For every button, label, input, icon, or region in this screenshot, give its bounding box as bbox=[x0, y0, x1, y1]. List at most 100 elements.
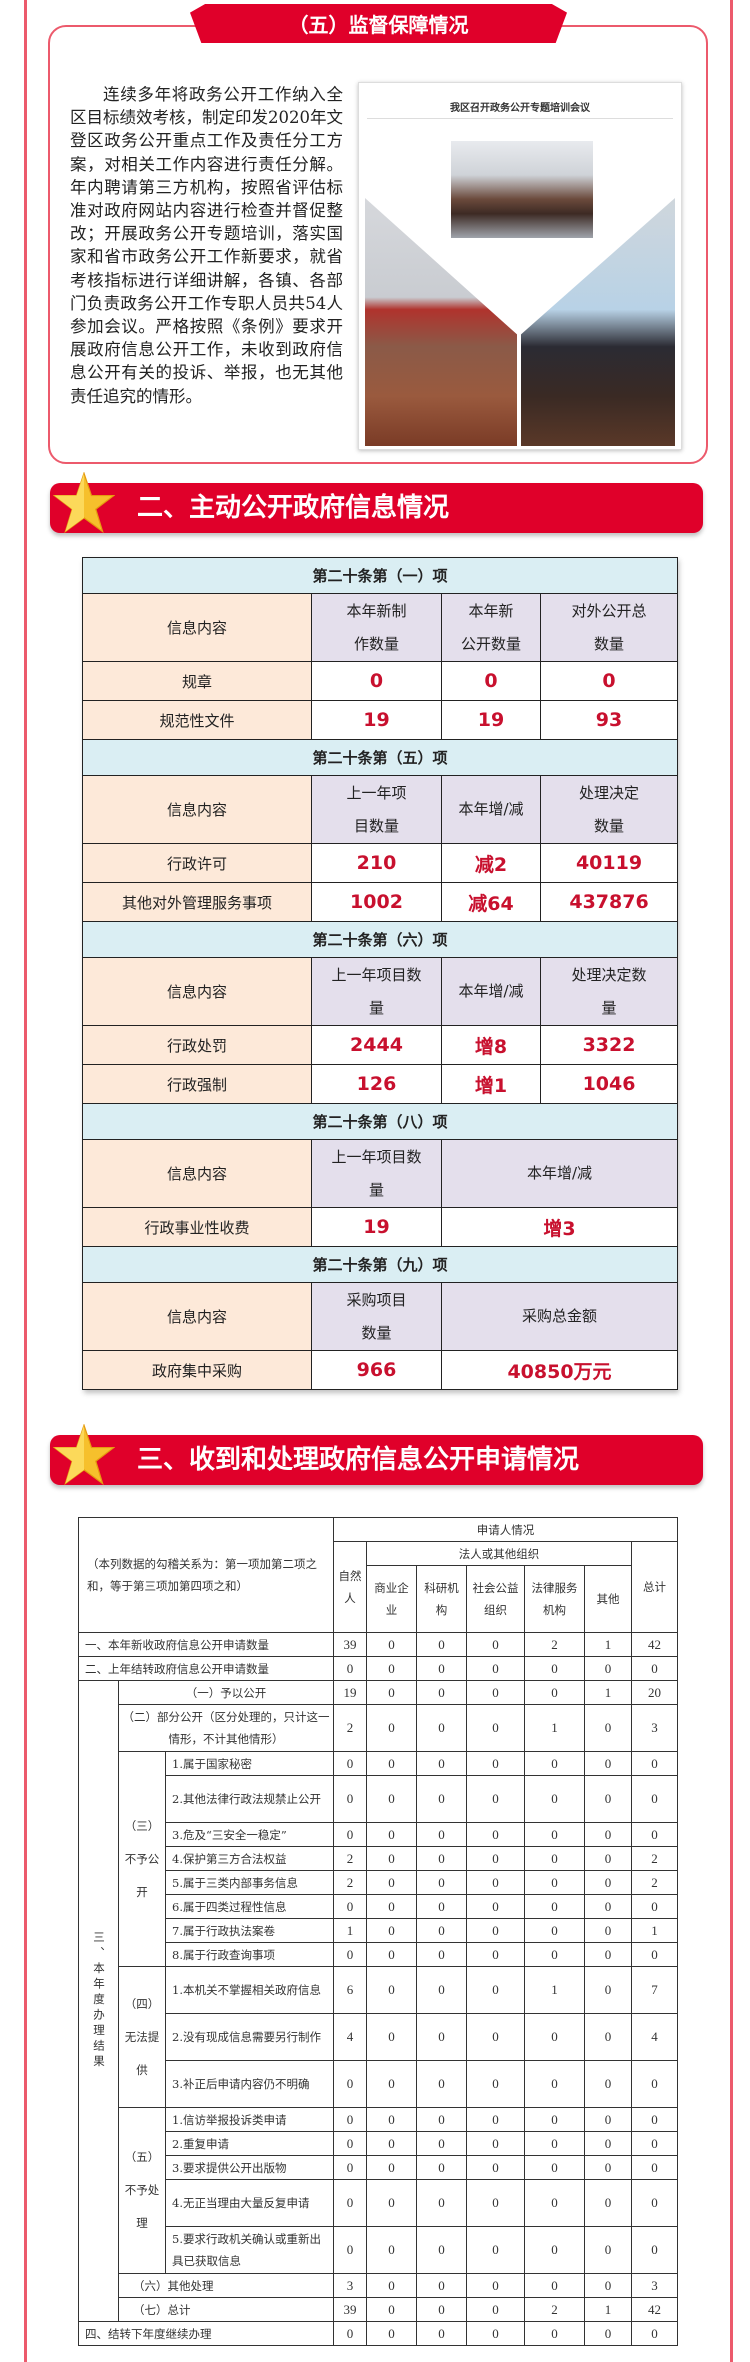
table-row: 行政强制 126 增1 1046 bbox=[82, 1064, 679, 1104]
value-cell: 0 bbox=[466, 1632, 525, 1657]
value-cell: 1 bbox=[584, 1632, 632, 1657]
value-cell: 0 bbox=[333, 1822, 367, 1847]
value-cell: 0 bbox=[630, 1822, 679, 1847]
value-cell: 0 bbox=[333, 1775, 367, 1823]
row-label: 3.补正后申请内容仍不明确 bbox=[165, 2060, 334, 2108]
value-cell: 0 bbox=[466, 2060, 525, 2108]
value-cell: 0 bbox=[466, 1846, 525, 1871]
table-section-header: 第二十条第（五）项 bbox=[81, 739, 679, 776]
value-cell: 0 bbox=[416, 1704, 467, 1752]
row-label: 1.本机关不掌握相关政府信息 bbox=[165, 1966, 334, 2014]
value-cell: 0 bbox=[584, 2226, 632, 2274]
value-cell: 0 bbox=[366, 1751, 417, 1776]
value-cell: 0 bbox=[366, 1822, 417, 1847]
value-cell: 0 bbox=[466, 1680, 525, 1705]
value-cell: 0 bbox=[416, 2013, 467, 2061]
value-cell: 0 bbox=[524, 1918, 585, 1943]
row-label: 行政强制 bbox=[82, 1064, 312, 1104]
value-cell: 0 bbox=[584, 1751, 632, 1776]
table-row: 7.属于行政执法案卷 1 0 0 0 0 0 1 bbox=[79, 1918, 679, 1943]
column-header: 上一年项目数 量 bbox=[311, 957, 442, 1026]
table-subheader-row: 信息内容 本年新制 作数量 本年新 公开数量 对外公开总 数量 bbox=[82, 593, 679, 662]
column-header: 处理决定数 量 bbox=[539, 957, 679, 1026]
value-cell: 0 bbox=[366, 1846, 417, 1871]
table-row: 二、上年结转政府信息公开申请数量 0 0 0 0 0 0 0 bbox=[78, 1656, 679, 1681]
table-section-header: 第二十条第（九）项 bbox=[81, 1246, 679, 1283]
value-cell: 0 bbox=[630, 2060, 679, 2108]
row-label: 4.无正当理由大量反复申请 bbox=[165, 2179, 334, 2227]
value-cell: 0 bbox=[584, 1704, 632, 1752]
value-cell: 0 bbox=[466, 2179, 525, 2227]
value-cell: 2 bbox=[333, 1704, 367, 1752]
row-label: 2.其他法律行政法规禁止公开 bbox=[165, 1775, 334, 1823]
value-cell: 0 bbox=[466, 1704, 525, 1752]
value-cell: 1 bbox=[584, 1680, 632, 1705]
value-cell: 0 bbox=[466, 2226, 525, 2274]
row-label: （六）其他处理 bbox=[118, 2273, 334, 2298]
value-cell: 0 bbox=[366, 1918, 417, 1943]
value-cell: 0 bbox=[416, 2321, 467, 2346]
value-cell: 1 bbox=[630, 1918, 679, 1943]
value-cell: 0 bbox=[416, 2297, 467, 2322]
column-header: 本年增/减 bbox=[441, 957, 541, 1026]
table-row: 三、本年度办理结果 （一）予以公开 19 0 0 0 0 1 20 bbox=[78, 1680, 679, 2322]
value-cell: 0 bbox=[333, 2155, 367, 2180]
subgroup-label: （四）无法提供 bbox=[118, 1966, 166, 2108]
value-cell: 2 bbox=[524, 1632, 585, 1657]
table-row: （三）不予公开 1.属于国家秘密 0 0 0 0 0 0 0 bbox=[79, 1751, 679, 1967]
value-cell: 0 bbox=[466, 2297, 525, 2322]
value-cell: 0 bbox=[416, 1822, 467, 1847]
value-cell: 减64 bbox=[441, 882, 541, 922]
section3-title: 三、收到和处理政府信息公开申请情况 bbox=[137, 1445, 580, 1475]
value-cell: 0 bbox=[333, 2107, 367, 2132]
column-header: 上一年项 目数量 bbox=[311, 775, 442, 844]
row-label: 四、结转下年度继续办理 bbox=[78, 2321, 334, 2346]
value-cell: 0 bbox=[333, 1751, 367, 1776]
value-cell: 0 bbox=[416, 1656, 467, 1681]
application-handling-table: （本列数据的勾稽关系为：第一项加第二项之和，等于第三项加第四项之和） 申请人情况… bbox=[78, 1517, 679, 2346]
value-cell: 0 bbox=[416, 2060, 467, 2108]
group-label-annual-results: 三、本年度办理结果 bbox=[78, 1680, 119, 2322]
value-cell: 19 bbox=[311, 700, 442, 740]
row-label: 一、本年新收政府信息公开申请数量 bbox=[78, 1632, 334, 1657]
value-cell: 437876 bbox=[539, 882, 679, 922]
table-subheader-row: 信息内容 上一年项 目数量 本年增/减 处理决定 数量 bbox=[82, 775, 679, 844]
value-cell: 39 bbox=[333, 2297, 367, 2322]
value-cell: 0 bbox=[524, 1680, 585, 1705]
value-cell: 0 bbox=[466, 2131, 525, 2156]
value-cell: 0 bbox=[416, 2179, 467, 2227]
value-cell: 19 bbox=[441, 700, 541, 740]
table-row: 3.危及“三安全一稳定” 0 0 0 0 0 0 0 bbox=[79, 1822, 679, 1847]
value-cell: 0 bbox=[539, 661, 679, 701]
row-label: 2.没有现成信息需要另行制作 bbox=[165, 2013, 334, 2061]
row-label: 3.危及“三安全一稳定” bbox=[165, 1822, 334, 1847]
value-cell: 0 bbox=[416, 2155, 467, 2180]
table-row: 3.要求提供公开出版物 0 0 0 0 0 0 0 bbox=[79, 2155, 679, 2180]
value-cell: 1046 bbox=[539, 1064, 679, 1104]
table-row: 3.补正后申请内容仍不明确 0 0 0 0 0 0 0 bbox=[79, 2060, 679, 2108]
value-cell: 0 bbox=[524, 2131, 585, 2156]
value-cell: 0 bbox=[524, 2107, 585, 2132]
table-row: 8.属于行政查询事项 0 0 0 0 0 0 0 bbox=[79, 1942, 679, 1967]
table-row: （四）无法提供 1.本机关不掌握相关政府信息 6 0 0 0 1 0 7 bbox=[79, 1966, 679, 2108]
value-cell: 0 bbox=[584, 1656, 632, 1681]
value-cell: 0 bbox=[416, 1966, 467, 2014]
value-cell: 0 bbox=[416, 1632, 467, 1657]
column-header: 本年新 公开数量 bbox=[441, 593, 541, 662]
section-header-cell: 第二十条第（六）项 bbox=[81, 921, 679, 958]
value-cell: 0 bbox=[466, 2013, 525, 2061]
row-label: （七）总计 bbox=[118, 2297, 334, 2322]
value-cell: 3 bbox=[630, 2273, 679, 2298]
value-cell: 0 bbox=[416, 1918, 467, 1943]
value-cell: 0 bbox=[524, 1656, 585, 1681]
meeting-photo-top bbox=[451, 141, 593, 238]
table-row: 5.要求行政机关确认或重新出具已获取信息 0 0 0 0 0 0 0 bbox=[79, 2226, 679, 2274]
value-cell: 4 bbox=[630, 2013, 679, 2061]
table-section-header: 第二十条第（一）项 bbox=[81, 557, 679, 594]
value-cell: 0 bbox=[466, 1894, 525, 1919]
value-cell: 0 bbox=[584, 1846, 632, 1871]
table-row: 一、本年新收政府信息公开申请数量 39 0 0 0 2 1 42 bbox=[78, 1632, 679, 1657]
value-cell: 0 bbox=[466, 2321, 525, 2346]
value-cell: 0 bbox=[366, 2131, 417, 2156]
table-row: （七）总计 39 0 0 0 2 1 42 bbox=[79, 2297, 679, 2322]
